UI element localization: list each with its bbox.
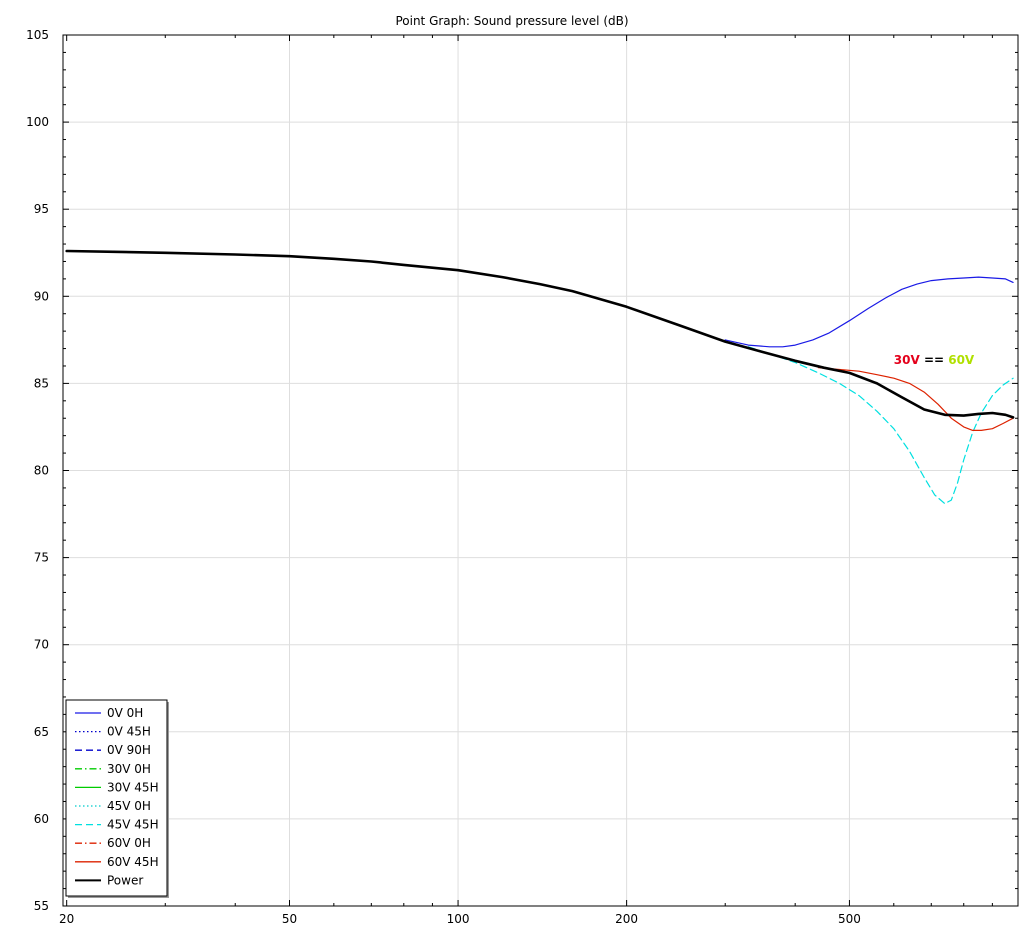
annotation-text: 30V == 60V [894,353,975,367]
annotation-part: 30V [894,353,921,367]
chart-title: Point Graph: Sound pressure level (dB) [395,14,628,28]
legend-entry: 45V 45H [107,818,159,832]
legend-entry: 45V 0H [107,799,151,813]
x-tick-label: 50 [282,912,297,926]
y-tick-label: 70 [34,638,49,652]
y-tick-label: 95 [34,202,49,216]
legend-entry: 30V 45H [107,780,159,794]
legend-entry: 60V 0H [107,836,151,850]
y-tick-label: 65 [34,725,49,739]
x-tick-label: 500 [838,912,861,926]
y-tick-label: 100 [26,115,49,129]
x-tick-label: 200 [615,912,638,926]
legend: 0V 0H 0V 45H 0V 90H 30V 0H 30V 45H 45V 0H 45V … [65,699,169,898]
y-tick-label: 80 [34,464,49,478]
legend-entry: 0V 90H [107,743,151,757]
series-line-60v-45h [817,367,1014,431]
legend-entry: 0V 45H [107,725,151,739]
x-tick-label: 20 [59,912,74,926]
axis-ticks: 20 50 100 200 500 55 60 65 70 75 80 85 90 95 100 105 [26,28,1018,926]
grid [63,35,1018,906]
legend-box [65,699,168,897]
legend-entry: 0V 0H [107,706,143,720]
y-tick-label: 60 [34,812,49,826]
series-lines [65,249,1015,505]
y-tick-label: 55 [34,899,49,913]
annotation: 30V == 60V [894,353,975,367]
series-line-power [65,249,1015,419]
legend-entry: Power [107,873,143,887]
legend-entry: 60V 45H [107,855,159,869]
legend-entry: 30V 0H [107,762,151,776]
y-tick-label: 105 [26,28,49,42]
annotation-part: == [920,353,948,367]
annotation-part: 60V [948,353,975,367]
series-line-45v-45h [747,346,1014,505]
y-tick-label: 85 [34,376,49,390]
series-line-0v-0h [724,276,1014,348]
y-tick-label: 90 [34,289,49,303]
y-tick-label: 75 [34,551,49,565]
x-tick-label: 100 [447,912,470,926]
